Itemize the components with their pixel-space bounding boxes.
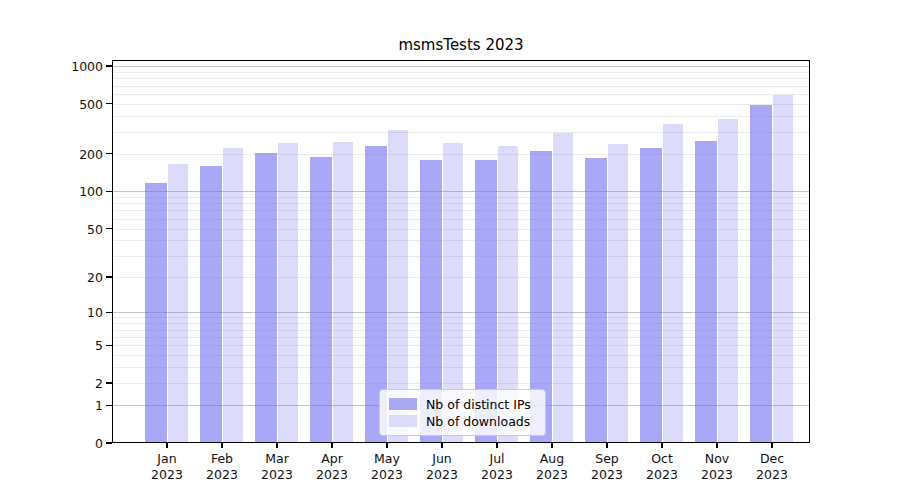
x-tick-mark — [166, 443, 167, 448]
x-tick-label: Sep 2023 — [582, 451, 632, 483]
y-tick-label: 5 — [55, 338, 103, 353]
bar-downloads — [168, 164, 189, 443]
y-tick-label: 1000 — [55, 59, 103, 74]
x-tick-mark — [276, 443, 277, 448]
x-tick-label: Oct 2023 — [637, 451, 687, 483]
legend-item-downloads: Nb of downloads — [389, 413, 536, 429]
major-gridline — [112, 66, 810, 67]
minor-gridline — [112, 104, 810, 105]
minor-gridline — [112, 72, 810, 73]
chart-window: msmsTests 2023 Nb of distinct IPs Nb of … — [0, 0, 900, 500]
x-tick-mark — [221, 443, 222, 448]
minor-gridline — [112, 78, 810, 79]
legend-label: Nb of distinct IPs — [426, 397, 531, 412]
y-tick-mark — [106, 191, 112, 192]
y-tick-label: 500 — [55, 96, 103, 111]
x-tick-label: Feb 2023 — [197, 451, 247, 483]
x-tick-label: Apr 2023 — [307, 451, 357, 483]
bar-downloads — [663, 124, 684, 443]
chart-title: msmsTests 2023 — [112, 36, 810, 54]
x-tick-label: Jul 2023 — [472, 451, 522, 483]
y-tick-label: 2 — [55, 376, 103, 391]
y-tick-mark — [106, 276, 112, 277]
x-tick-label: Aug 2023 — [527, 451, 577, 483]
bar-distinct-ips — [200, 166, 222, 443]
x-tick-label: Jun 2023 — [417, 451, 467, 483]
bar-distinct-ips — [750, 105, 772, 443]
y-tick-mark — [106, 228, 112, 229]
x-tick-mark — [606, 443, 607, 448]
y-tick-mark — [106, 312, 112, 313]
bar-downloads — [718, 119, 739, 443]
minor-gridline — [112, 94, 810, 95]
x-tick-mark — [716, 443, 717, 448]
x-tick-mark — [386, 443, 387, 448]
minor-gridline — [112, 132, 810, 133]
bar-distinct-ips — [695, 141, 717, 443]
bar-distinct-ips — [585, 158, 607, 443]
bar-downloads — [278, 143, 299, 443]
minor-gridline — [112, 116, 810, 117]
x-tick-mark — [551, 443, 552, 448]
y-tick-mark — [106, 382, 112, 383]
x-tick-mark — [661, 443, 662, 448]
legend-swatch-distinct-ips-icon — [389, 398, 417, 410]
y-tick-mark — [106, 153, 112, 154]
x-tick-mark — [441, 443, 442, 448]
bar-downloads — [223, 148, 244, 444]
y-tick-label: 50 — [55, 221, 103, 236]
legend-item-distinct-ips: Nb of distinct IPs — [389, 396, 536, 412]
bar-distinct-ips — [640, 148, 662, 444]
legend-swatch-downloads-icon — [389, 415, 417, 427]
bar-downloads — [333, 142, 354, 444]
bar-distinct-ips — [145, 183, 167, 443]
x-tick-mark — [771, 443, 772, 448]
x-tick-label: Mar 2023 — [252, 451, 302, 483]
y-tick-mark — [106, 345, 112, 346]
legend: Nb of distinct IPs Nb of downloads — [379, 389, 546, 436]
y-tick-mark — [106, 405, 112, 406]
bar-downloads — [608, 144, 629, 443]
y-tick-label: 20 — [55, 269, 103, 284]
y-tick-mark — [106, 65, 112, 66]
x-tick-label: Nov 2023 — [692, 451, 742, 483]
y-tick-label: 1 — [55, 398, 103, 413]
y-tick-mark — [106, 442, 112, 443]
y-tick-label: 200 — [55, 146, 103, 161]
x-tick-mark — [331, 443, 332, 448]
y-tick-mark — [106, 103, 112, 104]
y-tick-label: 0 — [55, 436, 103, 451]
legend-label: Nb of downloads — [426, 414, 530, 429]
y-tick-label: 10 — [55, 305, 103, 320]
x-tick-mark — [496, 443, 497, 448]
minor-gridline — [112, 86, 810, 87]
y-tick-label: 100 — [55, 184, 103, 199]
bar-distinct-ips — [255, 153, 277, 443]
bar-distinct-ips — [310, 157, 332, 443]
bar-downloads — [553, 133, 574, 443]
x-tick-label: May 2023 — [362, 451, 412, 483]
x-tick-label: Dec 2023 — [747, 451, 797, 483]
x-tick-label: Jan 2023 — [142, 451, 192, 483]
bar-downloads — [773, 95, 794, 443]
